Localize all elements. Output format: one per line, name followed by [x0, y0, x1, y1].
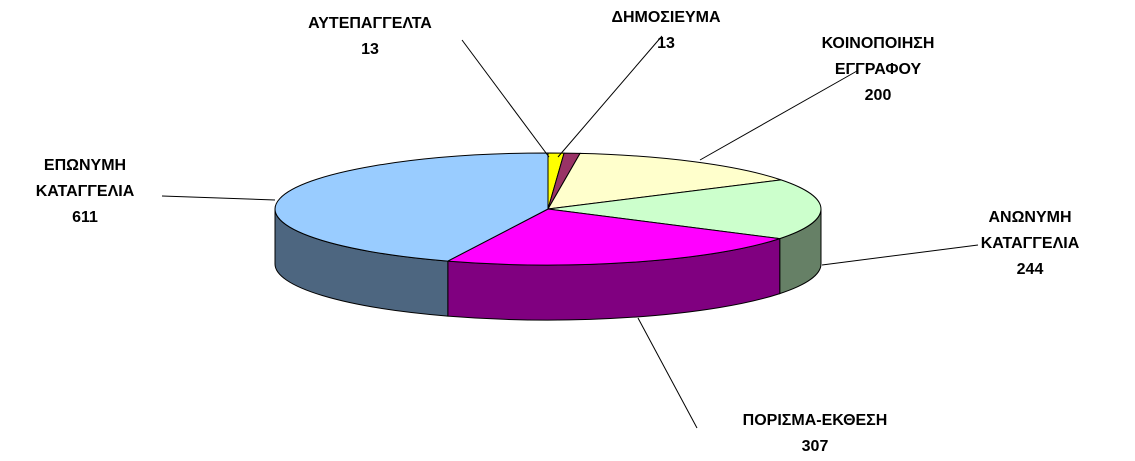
label-line: ΚΑΤΑΓΓΕΛΙΑ	[981, 235, 1080, 252]
value-label: 13	[361, 41, 379, 58]
label-line: ΠΟΡΙΣΜΑ-ΕΚΘΕΣΗ	[743, 412, 888, 429]
leader-line	[461, 39, 550, 158]
label-line: ΚΑΤΑΓΓΕΛΙΑ	[36, 183, 135, 200]
slice-label: ΚΟΙΝΟΠΟΙΗΣΗ ΕΓΓΡΑΦΟΥ	[822, 35, 935, 78]
leader-line	[557, 35, 663, 158]
slice-label: ΑΥΤΕΠΑΓΓΕΛΤΑ	[308, 15, 432, 32]
leader-line	[161, 195, 276, 201]
value-label: 611	[72, 209, 98, 226]
slice	[547, 152, 782, 210]
label-line: ΔΗΜΟΣΙΕΥΜΑ	[611, 9, 721, 26]
label-line: ΑΥΤΕΠΑΓΓΕΛΤΑ	[308, 15, 432, 32]
slice	[446, 208, 780, 266]
slice	[274, 152, 549, 262]
label-line: ΚΟΙΝΟΠΟΙΗΣΗ	[822, 35, 935, 52]
label-line: ΑΝΩΝΥΜΗ	[988, 209, 1071, 226]
leader-line	[699, 70, 858, 161]
leader-line	[821, 244, 979, 266]
slice	[547, 179, 822, 240]
value-label: 13	[657, 35, 675, 52]
value-label: 200	[865, 87, 892, 104]
slice-label: ΔΗΜΟΣΙΕΥΜΑ	[611, 9, 721, 26]
value-label: 244	[1017, 261, 1044, 278]
leader-line	[637, 317, 698, 429]
slice-label: ΑΝΩΝΥΜΗ ΚΑΤΑΓΓΕΛΙΑ	[981, 209, 1080, 252]
label-line: ΕΠΩΝΥΜΗ	[44, 157, 126, 174]
value-label: 307	[802, 438, 829, 455]
slice-label: ΕΠΩΝΥΜΗ ΚΑΤΑΓΓΕΛΙΑ	[36, 157, 135, 200]
label-line: ΕΓΓΡΑΦΟΥ	[835, 61, 922, 78]
slice-label: ΠΟΡΙΣΜΑ-ΕΚΘΕΣΗ	[743, 412, 888, 429]
